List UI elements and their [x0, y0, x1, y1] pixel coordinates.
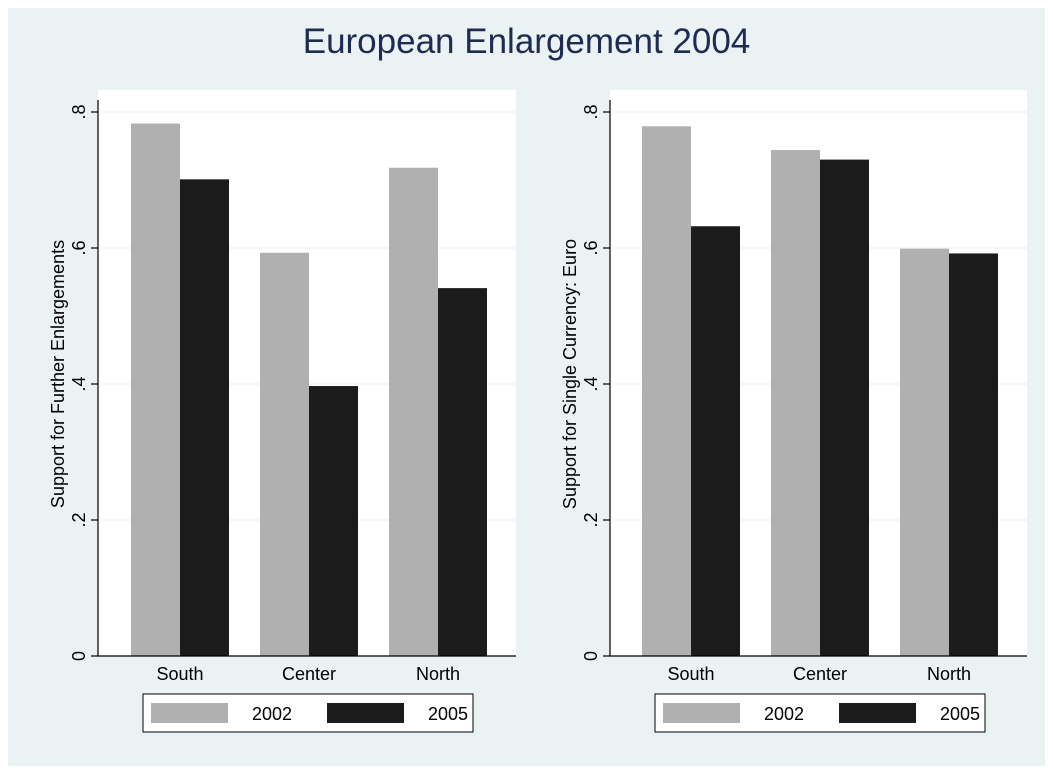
legend-swatch-2005: [327, 703, 404, 723]
y-tick-label: .8: [69, 104, 89, 119]
bar-2002-south: [131, 123, 180, 656]
bar-2005-south: [180, 179, 229, 656]
y-tick-label: .4: [581, 376, 601, 391]
y-tick-label: .6: [581, 240, 601, 255]
x-category-label: Center: [282, 664, 336, 684]
x-category-label: North: [927, 664, 971, 684]
bar-2005-north: [949, 253, 998, 656]
legend-label-2002: 2002: [764, 704, 804, 724]
y-tick-label: .2: [581, 512, 601, 527]
bar-2005-center: [820, 159, 869, 656]
bar-2002-north: [900, 248, 949, 656]
legend-swatch-2005: [839, 703, 916, 723]
y-tick-label: .6: [69, 240, 89, 255]
y-tick-label: .8: [581, 104, 601, 119]
bar-2005-south: [691, 226, 740, 657]
legend-swatch-2002: [663, 703, 740, 723]
x-category-label: South: [156, 664, 203, 684]
x-category-label: Center: [793, 664, 847, 684]
bar-2005-north: [438, 288, 487, 656]
y-axis-title: Support for Further Enlargements: [48, 240, 68, 508]
figure-title: European Enlargement 2004: [302, 22, 751, 61]
y-tick-label: .4: [69, 376, 89, 391]
x-category-label: South: [667, 664, 714, 684]
bar-2002-south: [642, 126, 691, 656]
bar-2002-center: [771, 150, 820, 656]
bar-2002-north: [389, 167, 438, 656]
bar-2002-center: [260, 252, 309, 656]
y-tick-label: .2: [69, 512, 89, 527]
y-tick-label: 0: [69, 651, 89, 661]
legend-label-2005: 2005: [428, 704, 468, 724]
x-category-label: North: [416, 664, 460, 684]
y-tick-label: 0: [581, 651, 601, 661]
legend-label-2005: 2005: [940, 704, 980, 724]
legend-swatch-2002: [151, 703, 228, 723]
legend-label-2002: 2002: [252, 704, 292, 724]
y-axis-title: Support for Single Currency: Euro: [560, 239, 580, 509]
bar-2005-center: [309, 386, 358, 656]
